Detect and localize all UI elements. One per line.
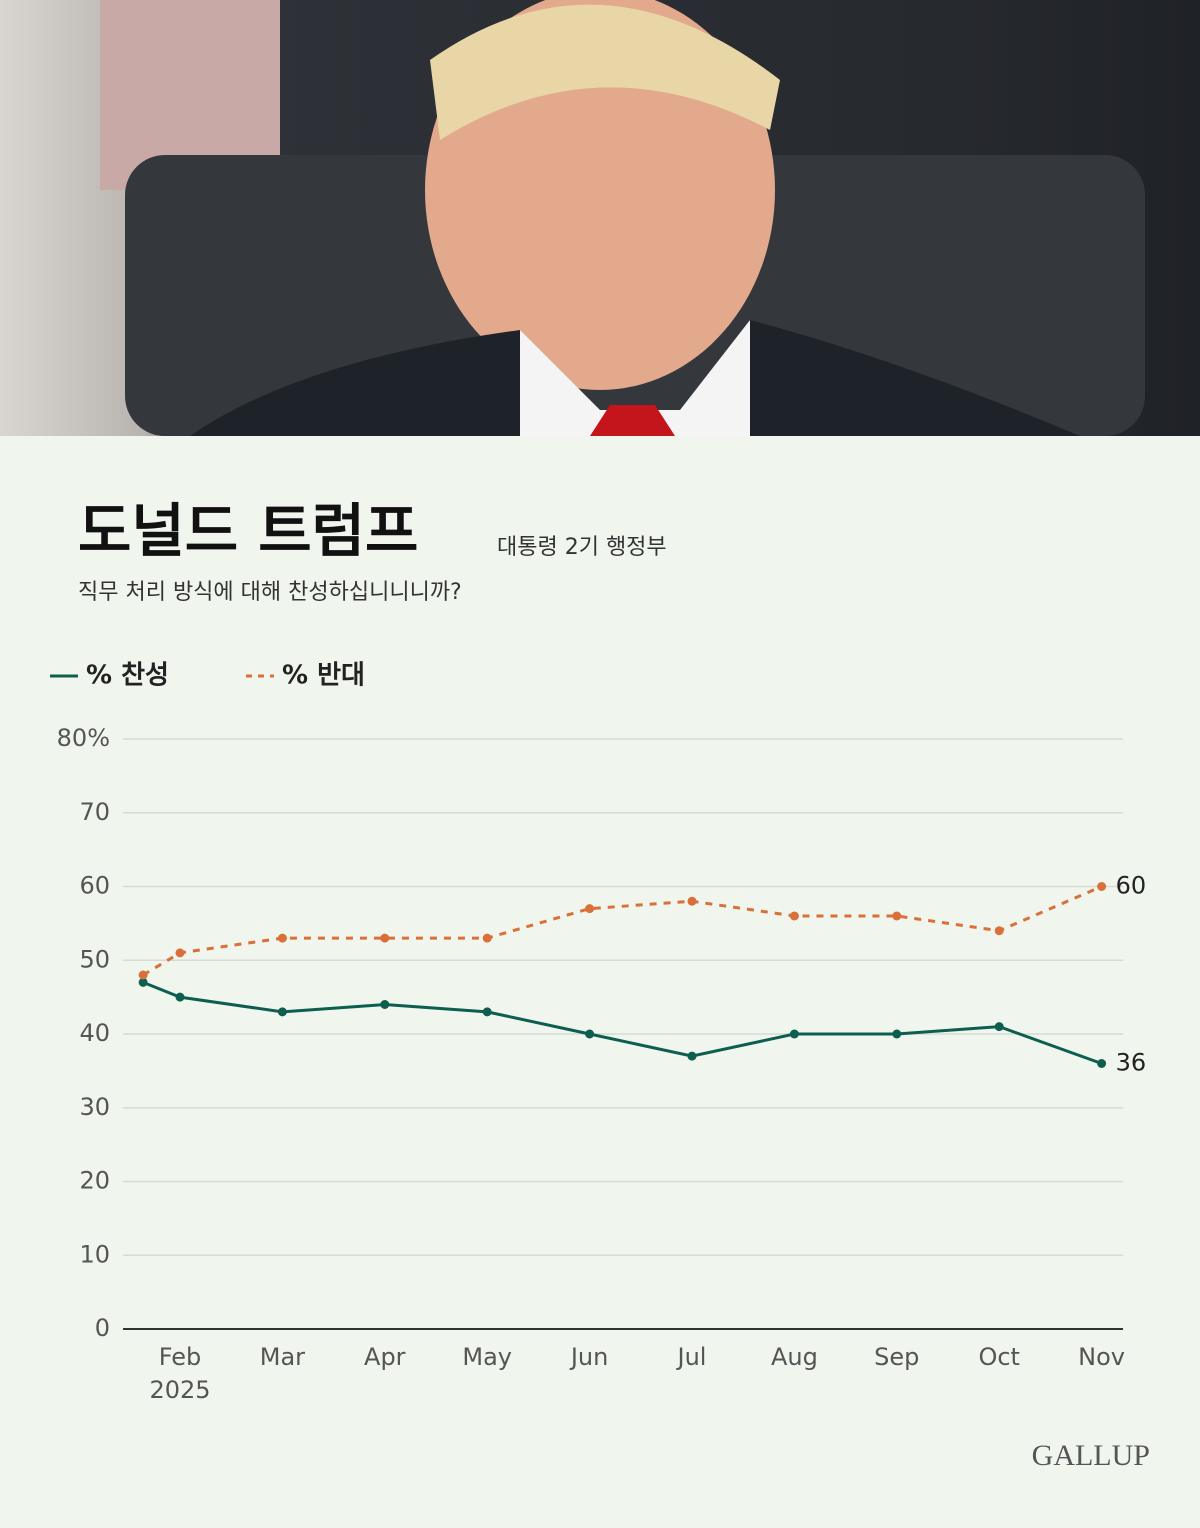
question: 직무 처리 방식에 대해 찬성하십니니니까?	[78, 580, 462, 605]
data-point	[277, 933, 287, 943]
y-tick-label: 50	[79, 945, 110, 973]
x-year-label: 2025	[149, 1376, 210, 1404]
data-point	[994, 926, 1004, 936]
data-point	[789, 1029, 799, 1039]
data-point	[175, 992, 185, 1002]
x-tick-label: Sep	[874, 1343, 919, 1371]
end-label: 36	[1116, 1049, 1147, 1077]
data-point	[482, 933, 492, 943]
x-tick-label: May	[462, 1343, 512, 1371]
data-point	[789, 911, 799, 921]
x-tick-label: Jun	[569, 1343, 609, 1371]
legend-label: % 찬성	[86, 661, 169, 691]
y-tick-label: 10	[79, 1240, 110, 1268]
series-line	[142, 885, 1103, 977]
data-point	[687, 1051, 697, 1061]
y-tick-label: 30	[79, 1093, 110, 1121]
end-label: 60	[1116, 872, 1147, 900]
y-tick-label: 60	[79, 872, 110, 900]
data-point	[1097, 882, 1107, 891]
data-point	[892, 1029, 902, 1039]
source-logo: GALLUP	[1032, 1439, 1150, 1472]
chart-subtitle: 대통령 2기 행정부	[497, 535, 667, 560]
data-point	[994, 1022, 1004, 1032]
data-point	[892, 911, 902, 921]
data-point	[585, 904, 595, 914]
chart-title: 도널드 트럼프	[78, 497, 418, 565]
y-tick-label: 40	[79, 1019, 110, 1047]
x-tick-label: Feb	[159, 1343, 202, 1371]
y-tick-label: 20	[79, 1167, 110, 1195]
data-point	[138, 970, 148, 980]
photo	[0, 0, 1200, 436]
legend-label: % 반대	[282, 661, 365, 691]
y-tick-label: 70	[79, 798, 110, 826]
x-tick-label: Nov	[1078, 1343, 1125, 1371]
data-point	[482, 1007, 492, 1017]
y-tick-label: 0	[95, 1314, 110, 1342]
x-tick-label: Jul	[676, 1343, 707, 1371]
x-tick-label: Apr	[364, 1343, 406, 1371]
data-point	[1097, 1059, 1107, 1068]
data-point	[380, 1000, 390, 1009]
data-point	[585, 1029, 595, 1039]
data-point	[138, 977, 148, 987]
data-point	[277, 1007, 287, 1017]
series-line	[142, 980, 1103, 1065]
x-tick-label: Oct	[978, 1343, 1020, 1371]
data-point	[687, 896, 697, 906]
x-tick-label: Aug	[771, 1343, 818, 1371]
data-point	[380, 933, 390, 943]
x-tick-label: Mar	[260, 1343, 305, 1371]
y-tick-label: 80%	[57, 724, 110, 752]
data-point	[175, 948, 185, 958]
